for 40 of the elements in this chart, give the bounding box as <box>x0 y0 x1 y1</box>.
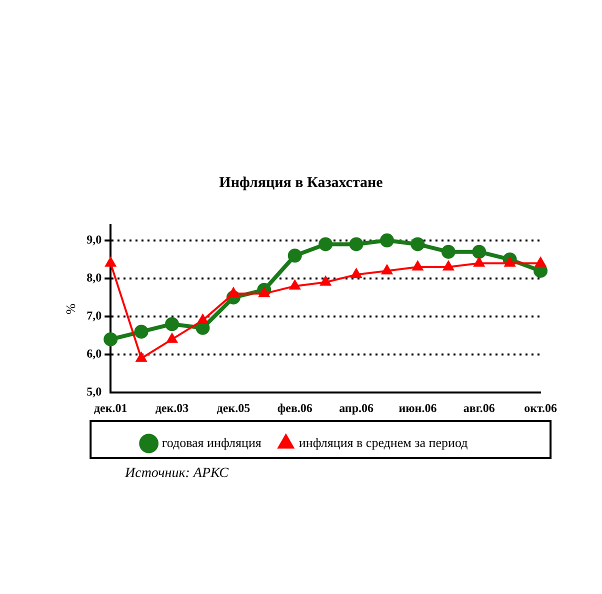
point <box>382 264 392 274</box>
y-tick-label: 7,0 <box>86 308 102 323</box>
point <box>136 352 147 362</box>
y-axis-title: % <box>63 303 78 314</box>
point <box>104 332 118 346</box>
x-tick-label: авг.06 <box>463 400 495 415</box>
point <box>318 237 333 252</box>
x-tick-label: апр.06 <box>339 400 374 415</box>
x-tick-label: дек.03 <box>155 400 189 415</box>
point <box>380 233 394 248</box>
point <box>474 257 484 267</box>
point <box>105 257 116 267</box>
x-tick-label: дек.05 <box>216 400 250 415</box>
point <box>320 276 331 286</box>
y-tick-label: 5,0 <box>86 384 102 399</box>
y-tick-label: 9,0 <box>86 232 102 247</box>
x-tick-label: июн.06 <box>398 400 437 415</box>
point <box>134 324 148 339</box>
point <box>197 314 208 324</box>
y-tick-label: 8,0 <box>86 270 102 285</box>
point <box>290 280 300 290</box>
y-tick-label: 6,0 <box>86 346 102 361</box>
chart-title: Инфляция в Казахстане <box>218 175 384 192</box>
x-tick-label: фев.06 <box>277 400 312 415</box>
legend-label: годовая инфляция <box>162 434 262 450</box>
point <box>535 257 546 267</box>
point <box>350 268 362 278</box>
point <box>165 317 180 332</box>
point <box>410 237 425 252</box>
point <box>166 333 178 343</box>
point <box>288 248 302 263</box>
point <box>472 244 486 259</box>
point <box>443 261 454 271</box>
x-tick-label: дек.01 <box>94 400 128 415</box>
x-tick-label: окт.06 <box>524 400 557 415</box>
text: Источник: АРКС <box>125 466 228 482</box>
point <box>441 244 456 259</box>
point <box>412 261 424 271</box>
legend-label: инфляция в среднем за период <box>298 434 468 450</box>
point <box>349 237 364 252</box>
